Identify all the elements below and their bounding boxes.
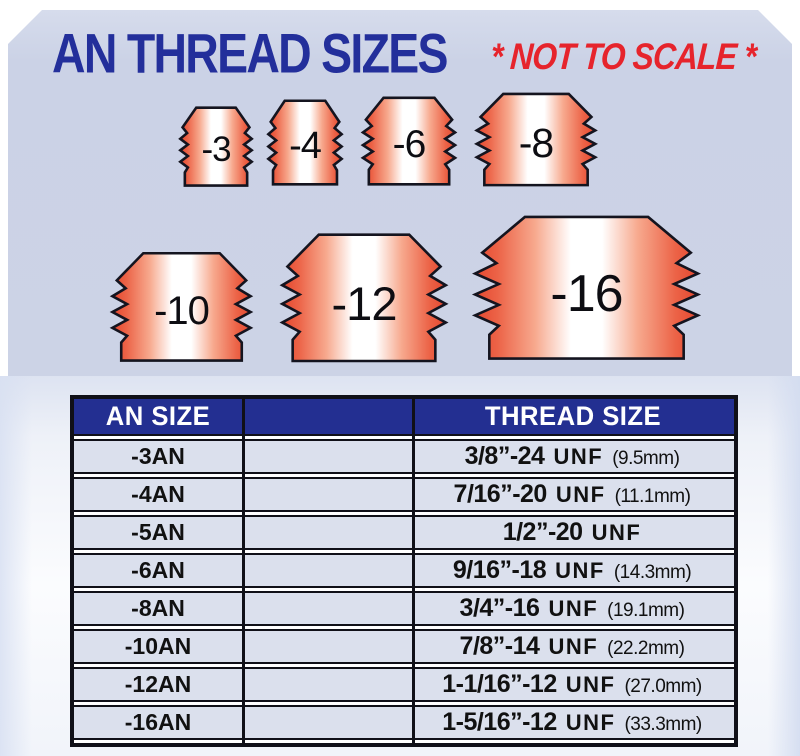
thread-spec: 1-1/16”-12 — [442, 670, 557, 698]
fitting-12: -12 — [277, 232, 451, 365]
table-row: -5AN 1/2”-20 UNF — [74, 515, 734, 550]
table-row: -3AN 3/8”-24 UNF (9.5mm) — [74, 439, 734, 474]
thread-size-cell: 9/16”-18 UNF (14.3mm) — [412, 556, 734, 585]
table-row: -4AN 7/16”-20 UNF (11.1mm) — [74, 477, 734, 512]
an-size-cell: -16AN — [124, 709, 192, 735]
empty-cell — [242, 441, 412, 472]
thread-size-cell: 1/2”-20 UNF — [412, 518, 734, 547]
an-size-cell: -6AN — [131, 557, 185, 583]
page-title: AN THREAD SIZES — [52, 23, 449, 85]
thread-size-header: THREAD SIZE — [484, 401, 662, 431]
an-size-cell: -12AN — [124, 671, 192, 697]
thread-size-cell: 3/8”-24 UNF (9.5mm) — [412, 442, 734, 471]
mm-equivalent: (19.1mm) — [607, 600, 685, 621]
unf-label: UNF — [553, 444, 604, 469]
an-size-cell: -3AN — [131, 443, 185, 469]
mm-equivalent: (27.0mm) — [624, 676, 702, 697]
mm-equivalent: (22.2mm) — [607, 638, 685, 659]
fitting-3: -3 — [178, 106, 254, 188]
table-body: -3AN 3/8”-24 UNF (9.5mm) -4AN 7/16”-20 UNF (11.… — [74, 439, 734, 740]
fitting-8: -8 — [473, 92, 599, 188]
thread-spec: 1/2”-20 — [502, 518, 583, 546]
empty-cell — [242, 669, 412, 700]
fitting-size-label: -12 — [331, 276, 398, 330]
column-divider — [242, 399, 245, 743]
an-thread-table: AN SIZE THREAD SIZE -3AN 3/8”-24 UNF (9.5mm… — [70, 395, 738, 747]
column-divider — [412, 399, 415, 743]
fitting-shape — [266, 99, 344, 187]
thread-spec: 3/4”-16 — [459, 594, 540, 622]
empty-cell — [242, 707, 412, 738]
mm-equivalent: (9.5mm) — [612, 448, 680, 469]
fitting-shape — [360, 96, 458, 187]
mm-equivalent: (14.3mm) — [613, 562, 692, 583]
table-row: -6AN 9/16”-18 UNF (14.3mm) — [74, 553, 734, 588]
an-size-header: AN SIZE — [105, 401, 211, 431]
table-row: -10AN 7/8”-14 UNF (22.2mm) — [74, 629, 734, 664]
thread-size-cell: 7/8”-14 UNF (22.2mm) — [412, 632, 734, 661]
empty-cell — [242, 479, 412, 510]
thread-spec: 3/8”-24 — [464, 442, 545, 470]
an-size-cell: -8AN — [131, 595, 185, 621]
fitting-size-label: -6 — [392, 122, 427, 166]
thread-size-cell: 7/16”-20 UNF (11.1mm) — [412, 480, 734, 509]
empty-cell — [242, 631, 412, 662]
empty-cell — [242, 593, 412, 624]
thread-spec: 7/16”-20 — [453, 480, 548, 508]
fitting-4: -4 — [266, 99, 344, 187]
unf-label: UNF — [548, 596, 599, 621]
fitting-size-label: -4 — [289, 124, 322, 167]
unf-label: UNF — [548, 634, 599, 659]
table-row: -8AN 3/4”-16 UNF (19.1mm) — [74, 591, 734, 626]
thread-spec: 1-5/16”-12 — [442, 708, 557, 736]
not-to-scale-label: * NOT TO SCALE * — [489, 36, 758, 77]
thread-size-cell: 1-1/16”-12 UNF (27.0mm) — [412, 670, 734, 699]
table-row: -12AN 1-1/16”-12 UNF (27.0mm) — [74, 667, 734, 702]
unf-label: UNF — [591, 520, 642, 545]
fitting-10: -10 — [108, 251, 255, 364]
empty-cell — [242, 517, 412, 548]
fitting-6: -6 — [360, 96, 458, 187]
fitting-shape — [178, 106, 254, 188]
fitting-size-label: -10 — [154, 289, 210, 333]
unf-label: UNF — [555, 558, 605, 583]
fitting-size-label: -16 — [550, 264, 623, 323]
an-size-cell: -10AN — [124, 633, 192, 659]
table-row: -16AN 1-5/16”-12 UNF (33.3mm) — [74, 705, 734, 740]
unf-label: UNF — [555, 482, 606, 507]
fitting-shape — [468, 214, 705, 363]
thread-size-cell: 1-5/16”-12 UNF (33.3mm) — [412, 708, 734, 737]
mm-equivalent: (33.3mm) — [624, 714, 702, 735]
fitting-shape — [108, 251, 255, 364]
thread-spec: 9/16”-18 — [452, 556, 547, 584]
unf-label: UNF — [565, 710, 616, 735]
table-header-row: AN SIZE THREAD SIZE — [74, 399, 734, 436]
an-size-cell: -4AN — [131, 481, 185, 507]
mm-equivalent: (11.1mm) — [614, 486, 691, 507]
fitting-shape — [473, 92, 599, 188]
fitting-size-label: -8 — [518, 120, 554, 166]
thread-size-cell: 3/4”-16 UNF (19.1mm) — [412, 594, 734, 623]
an-size-cell: -5AN — [131, 519, 185, 545]
fitting-16: -16 — [468, 214, 705, 363]
unf-label: UNF — [565, 672, 616, 697]
fitting-shape — [277, 232, 451, 365]
fitting-size-label: -3 — [201, 130, 231, 169]
empty-cell — [242, 555, 412, 586]
thread-spec: 7/8”-14 — [459, 632, 540, 660]
